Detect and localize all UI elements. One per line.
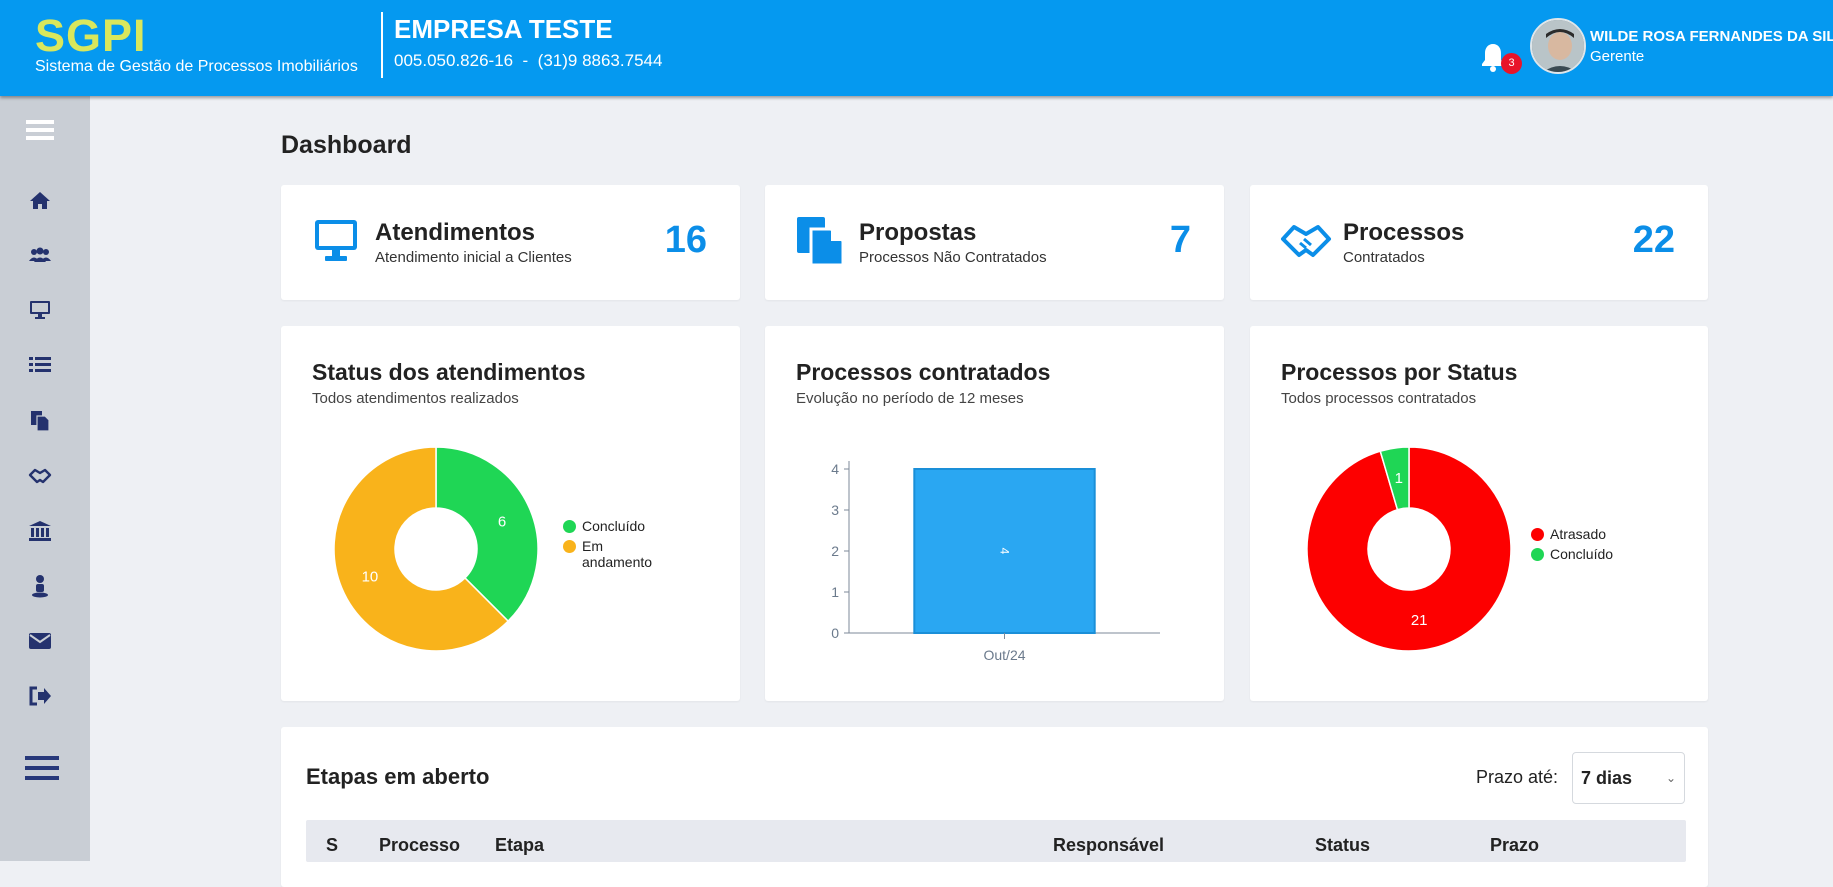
stat-subtitle: Atendimento inicial a Clientes	[375, 249, 572, 266]
stat-value: 7	[1169, 219, 1191, 261]
app-subtitle: Sistema de Gestão de Processos Imobiliár…	[35, 58, 358, 75]
envelope-icon[interactable]	[25, 629, 55, 653]
legend-label: Em andamento	[582, 538, 653, 570]
column-header[interactable]: Etapa	[495, 835, 545, 855]
chevron-down-icon: ⌄	[1665, 771, 1676, 785]
stat-value: 16	[664, 219, 707, 261]
company-info: 005.050.826-16 - (31)9 8863.7544	[394, 51, 663, 70]
chart-card-processos-status: Processos por Status Todos processos con…	[1250, 326, 1708, 701]
legend-swatch	[563, 540, 576, 553]
stat-title: Propostas	[859, 219, 977, 246]
y-tick-label: 0	[831, 625, 839, 641]
person-icon[interactable]	[25, 574, 55, 598]
donut-chart-processos-status[interactable]: 21 1	[1304, 444, 1514, 654]
legend-swatch	[1531, 528, 1544, 541]
legend-label: Concluído	[582, 518, 646, 534]
donut-slice[interactable]	[435, 446, 539, 623]
legend-label: Concluído	[1550, 546, 1614, 562]
y-tick-label: 3	[831, 502, 839, 518]
home-icon[interactable]	[25, 188, 55, 212]
stat-value: 22	[1632, 219, 1675, 261]
stat-subtitle: Processos Não Contratados	[859, 249, 1047, 266]
handshake-icon	[1280, 221, 1332, 267]
chart-title: Processos por Status	[1281, 359, 1518, 385]
table-card-etapas: Etapas em aberto Prazo até: 7 dias ⌄ S P…	[281, 727, 1708, 887]
slice-label: 21	[1411, 612, 1428, 629]
y-tick-label: 2	[831, 543, 839, 559]
stat-card-atendimentos[interactable]: Atendimentos Atendimento inicial a Clien…	[281, 185, 740, 300]
x-tick-label: Out/24	[983, 647, 1025, 661]
sidebar	[0, 96, 90, 861]
legend-item[interactable]: Concluído	[563, 518, 673, 534]
slice-label: 10	[362, 568, 379, 585]
chart-legend: Concluído Em andamento	[563, 518, 673, 574]
donut-chart-atendimentos[interactable]: 6 10	[331, 444, 541, 654]
donut-slice[interactable]	[1379, 446, 1410, 511]
chart-card-status-atendimentos: Status dos atendimentos Todos atendiment…	[281, 326, 740, 701]
notification-badge[interactable]: 3	[1501, 53, 1522, 74]
menu-icon[interactable]	[25, 118, 55, 142]
stat-title: Processos	[1343, 219, 1465, 246]
prazo-select[interactable]: 7 dias ⌄	[1572, 752, 1685, 804]
column-header[interactable]: S	[326, 835, 339, 855]
bar-label: 4	[998, 548, 1012, 555]
chart-card-processos-contratados: Processos contratados Evolução no períod…	[765, 326, 1224, 701]
monitor-icon[interactable]	[25, 298, 55, 322]
chart-subtitle: Evolução no período de 12 meses	[796, 390, 1024, 407]
chart-title: Status dos atendimentos	[312, 359, 586, 385]
donut-slice[interactable]	[1306, 446, 1512, 652]
stat-subtitle: Contratados	[1343, 249, 1425, 266]
stat-card-processos[interactable]: Processos Contratados 22	[1250, 185, 1708, 300]
documents-icon	[795, 215, 847, 271]
slice-label: 1	[1395, 470, 1403, 487]
user-name[interactable]: WILDE ROSA FERNANDES DA SILVA	[1590, 28, 1833, 45]
legend-swatch	[563, 520, 576, 533]
stat-title: Atendimentos	[375, 219, 536, 246]
legend-item[interactable]: Concluído	[1531, 546, 1641, 562]
column-header[interactable]: Prazo	[1490, 835, 1540, 855]
legend-item[interactable]: Em andamento	[563, 538, 673, 570]
avatar[interactable]	[1530, 18, 1586, 74]
prazo-label: Prazo até:	[1476, 767, 1559, 787]
handshake-icon[interactable]	[25, 464, 55, 488]
page-title: Dashboard	[281, 131, 412, 159]
legend-swatch	[1531, 548, 1544, 561]
prazo-select-value: 7 dias	[1581, 768, 1633, 788]
menu-bottom-icon[interactable]	[24, 756, 60, 780]
column-header[interactable]: Status	[1315, 835, 1371, 855]
slice-label: 6	[498, 514, 506, 531]
legend-label: Atrasado	[1550, 526, 1607, 542]
company-name: EMPRESA TESTE	[394, 14, 613, 44]
chart-subtitle: Todos atendimentos realizados	[312, 390, 519, 407]
donut-slice[interactable]	[333, 446, 510, 652]
bank-icon[interactable]	[25, 519, 55, 543]
y-tick-label: 4	[831, 461, 839, 477]
bar-chart-processos[interactable]: 0 1 2 3 4 4 Out/24	[805, 441, 1185, 661]
list-icon[interactable]	[25, 353, 55, 377]
stat-card-propostas[interactable]: Propostas Processos Não Contratados 7	[765, 185, 1224, 300]
user-role: Gerente	[1590, 48, 1645, 65]
legend-item[interactable]: Atrasado	[1531, 526, 1641, 542]
column-header[interactable]: Responsável	[1053, 835, 1165, 855]
chart-legend: Atrasado Concluído	[1531, 526, 1641, 566]
users-icon[interactable]	[25, 243, 55, 267]
bar[interactable]	[913, 468, 1096, 634]
header-divider	[381, 12, 383, 78]
table-header: S Processo Etapa Responsável Status Praz…	[306, 820, 1686, 862]
documents-icon[interactable]	[25, 409, 55, 433]
logout-icon[interactable]	[25, 684, 55, 708]
y-tick-label: 1	[831, 584, 839, 600]
column-header[interactable]: Processo	[379, 835, 461, 855]
app-logo[interactable]: SGPI	[35, 10, 147, 61]
monitor-icon	[314, 218, 358, 268]
bell-icon[interactable]	[1480, 42, 1506, 72]
chart-title: Processos contratados	[796, 359, 1051, 385]
chart-subtitle: Todos processos contratados	[1281, 390, 1477, 407]
table-title: Etapas em aberto	[306, 764, 490, 789]
top-header: SGPI Sistema de Gestão de Processos Imob…	[0, 0, 1833, 96]
